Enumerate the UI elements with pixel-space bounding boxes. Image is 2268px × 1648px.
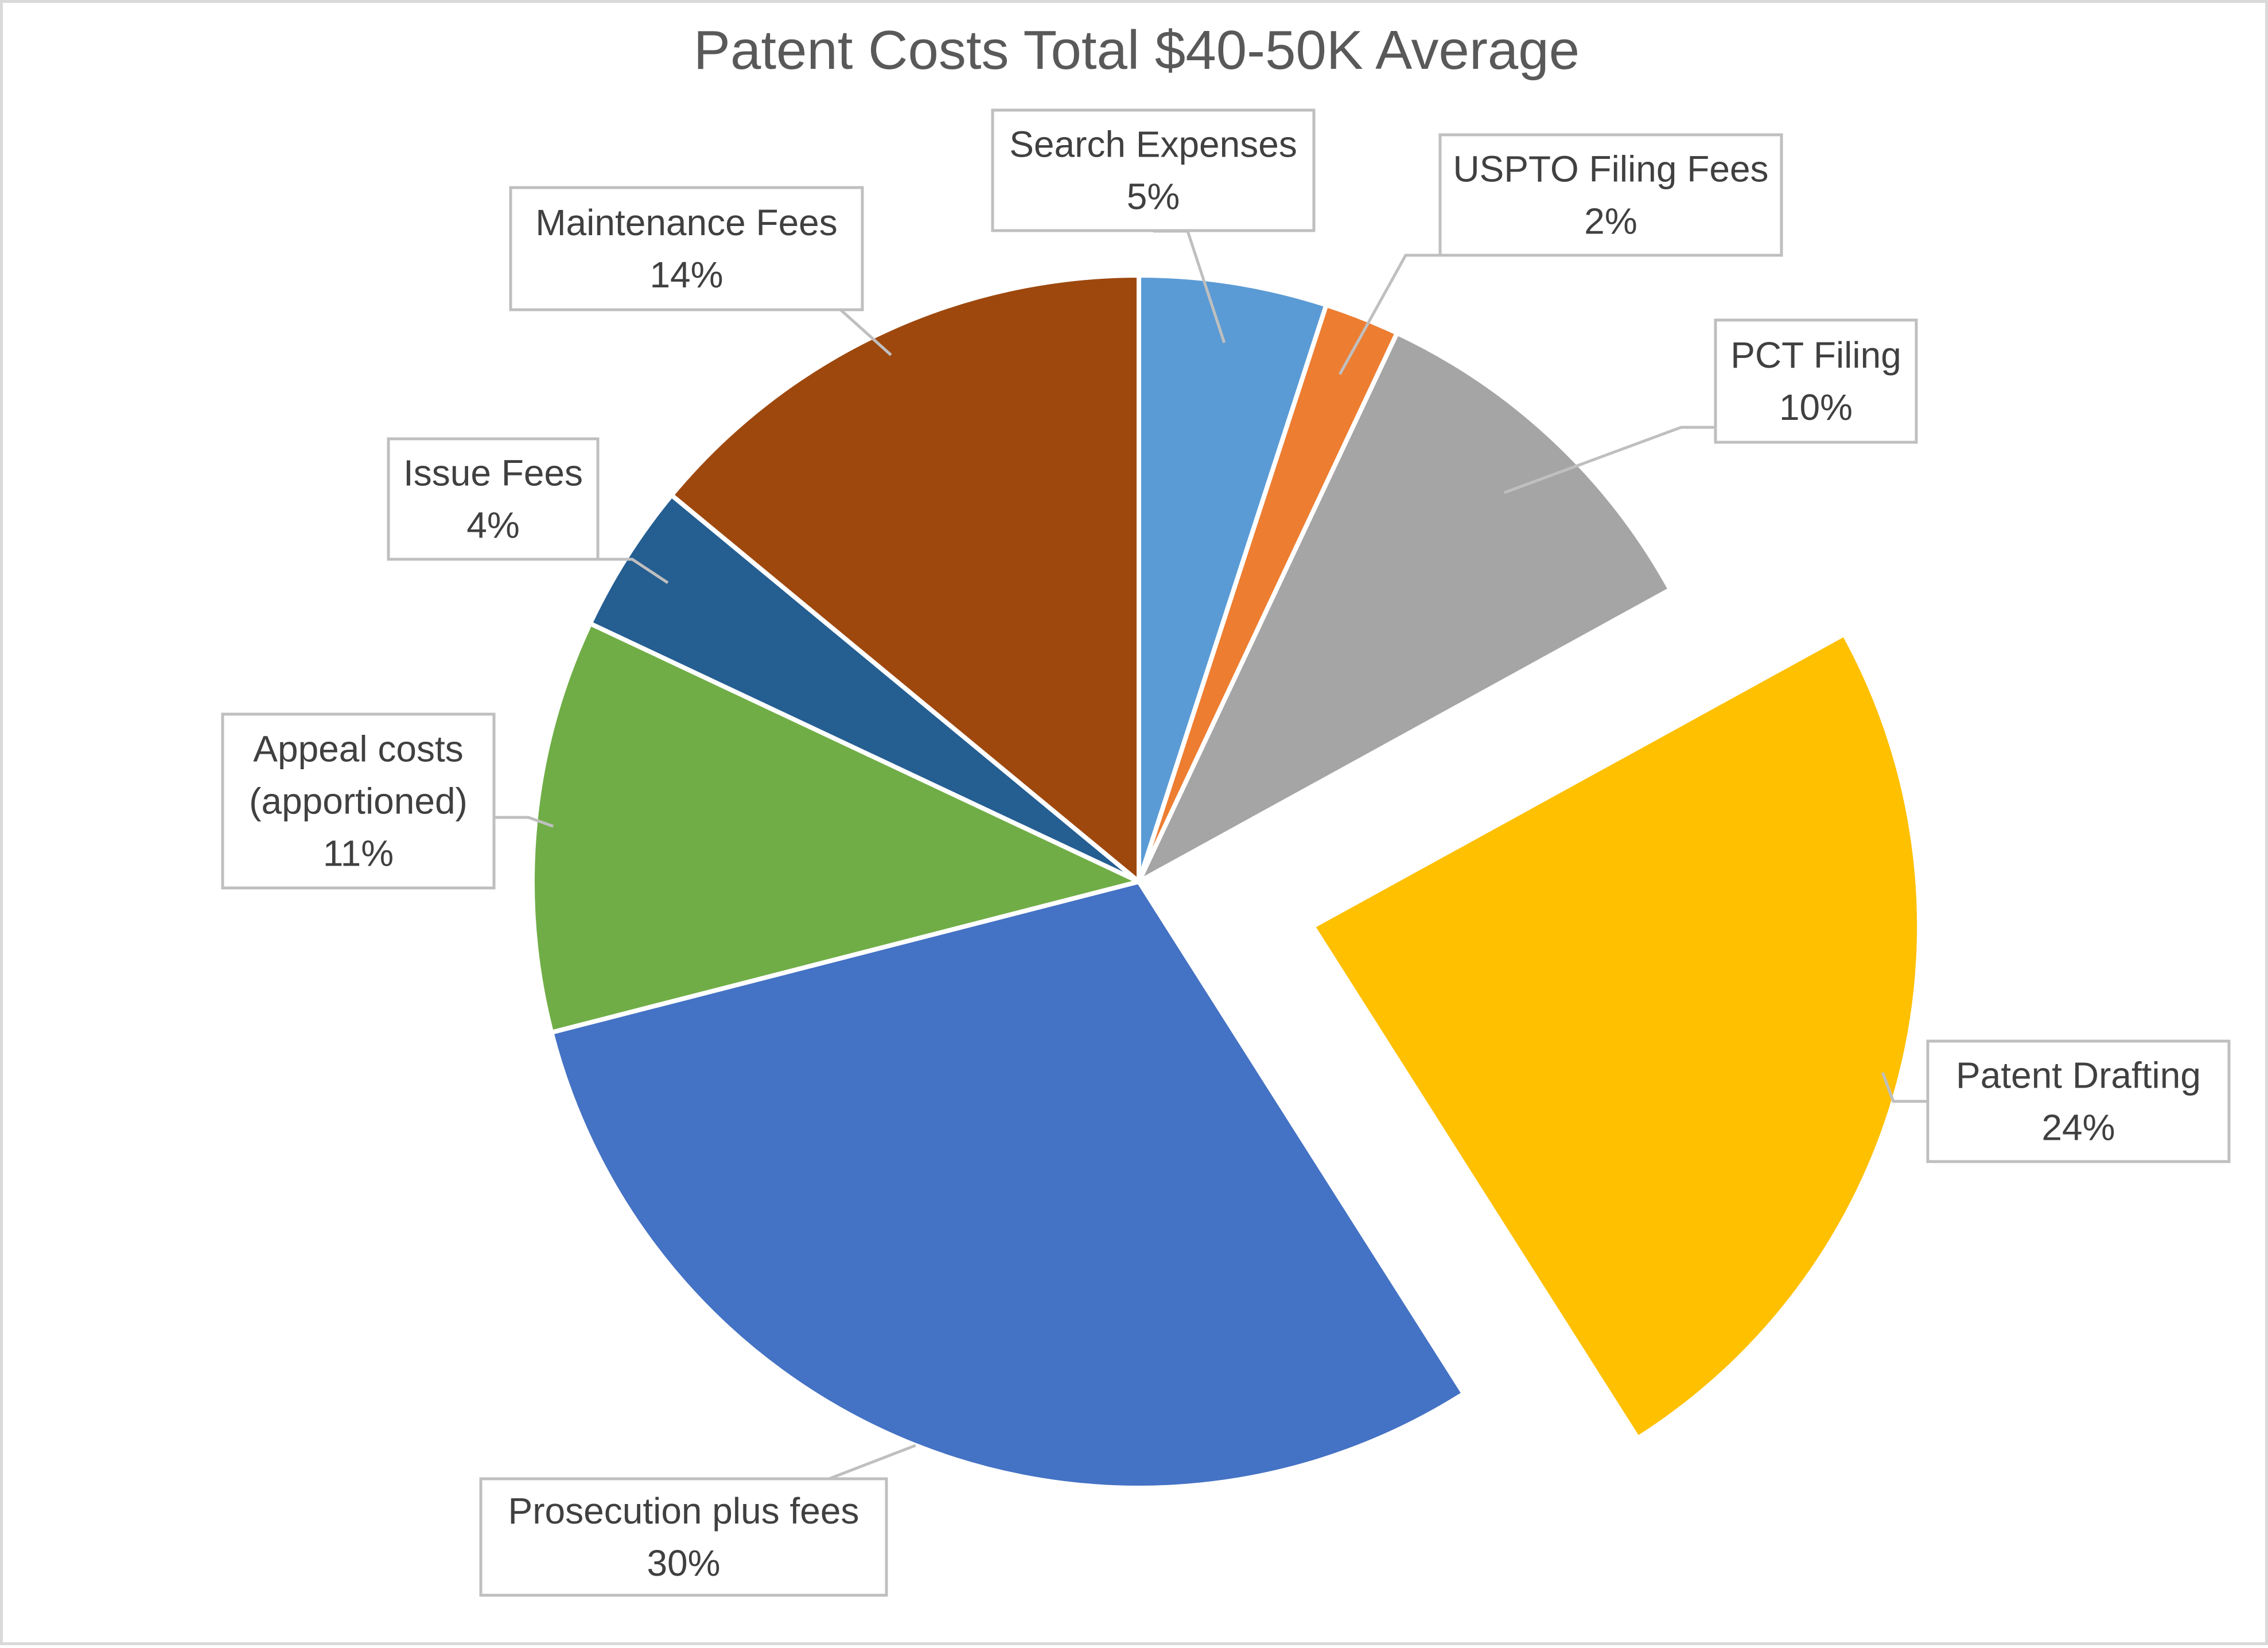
data-label-box xyxy=(509,186,864,311)
data-label-box xyxy=(387,437,600,561)
data-label-category: USPTO Filing Fees xyxy=(1453,149,1768,190)
pie-slice-pct-filing xyxy=(1137,330,1673,884)
data-label-value: 14% xyxy=(649,254,723,295)
data-label: Patent Drafting 24% xyxy=(1926,1039,2231,1163)
data-label: Prosecution plus fees 30% xyxy=(479,1477,888,1597)
data-label-value: 5% xyxy=(1127,176,1180,217)
chart-title: Patent Costs Total $40-50K Average xyxy=(694,20,1580,81)
pie-slice-maintenance-fees xyxy=(669,273,1141,884)
data-label-box xyxy=(1926,1039,2231,1163)
data-label-value: 2% xyxy=(1584,201,1637,242)
leader-line xyxy=(1503,426,1715,494)
leader-line xyxy=(1339,254,1440,375)
data-label: Search Expenses 5% xyxy=(991,108,1316,232)
data-label: USPTO Filing Fees 2% xyxy=(1438,133,1783,257)
data-label-value: 11% xyxy=(323,833,394,874)
data-label-category: Issue Fees xyxy=(403,453,583,494)
leader-line xyxy=(494,816,554,828)
data-labels: Search Expenses 5% USPTO Filing Fees 2% PCT … xyxy=(221,108,2231,1597)
data-label: Issue Fees 4% xyxy=(387,437,600,561)
data-label: PCT Filing 10% xyxy=(1714,318,1918,444)
data-label-box xyxy=(1714,318,1918,444)
pie-slices xyxy=(530,273,1922,1490)
data-label-value: 30% xyxy=(647,1542,720,1584)
data-label-category: Maintenance Fees xyxy=(535,202,838,243)
data-label: Appeal costs (apportioned) 11% xyxy=(221,712,496,890)
leader-line xyxy=(598,558,669,585)
leader-line xyxy=(795,1444,916,1481)
data-label-value: 10% xyxy=(1779,387,1853,428)
pie-chart: Patent Costs Total $40-50K Average Searc… xyxy=(221,20,2231,1597)
data-label-box xyxy=(479,1477,888,1597)
data-label-category: PCT Filing xyxy=(1730,334,1901,376)
data-label-value: 4% xyxy=(466,505,520,546)
data-label-category: Search Expenses xyxy=(1009,124,1297,165)
pie-slice-issue-fees xyxy=(588,493,1141,884)
data-label-box xyxy=(221,712,496,890)
pie-slice-appeal-costs-apportioned xyxy=(530,621,1141,1035)
pie-slice-patent-drafting xyxy=(1310,632,1922,1441)
data-label-box xyxy=(1438,133,1783,257)
data-label-value: 24% xyxy=(2041,1107,2115,1148)
data-label-box xyxy=(991,108,1316,232)
data-label-category: Prosecution plus fees xyxy=(508,1490,859,1532)
data-label-category: (apportioned) xyxy=(249,781,468,822)
data-label: Maintenance Fees 14% xyxy=(509,186,864,311)
leader-line xyxy=(1881,1072,1928,1103)
data-label-category: Appeal costs xyxy=(253,728,463,770)
data-label-category: Patent Drafting xyxy=(1956,1055,2201,1096)
pie-slice-prosecution-plus-fees xyxy=(549,879,1466,1490)
